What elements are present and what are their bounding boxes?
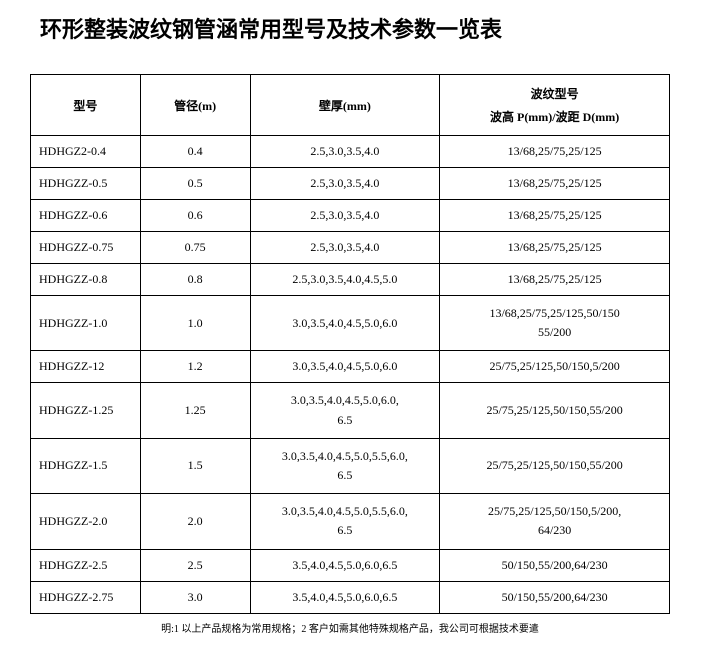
cell-thickness: 2.5,3.0,3.5,4.0 [250, 136, 440, 168]
cell-wave: 25/75,25/125,50/150,5/200,64/230 [440, 494, 670, 549]
footnote: 明:1 以上产品规格为常用规格；2 客户如需其他特殊规格产品，我公司可根据技术要… [30, 620, 670, 635]
cell-thickness: 3.0,3.5,4.0,4.5,5.0,6.0 [250, 351, 440, 383]
cell-diameter: 1.0 [140, 296, 250, 351]
cell-wave: 13/68,25/75,25/125 [440, 136, 670, 168]
cell-model: HDHGZZ-2.0 [31, 494, 141, 549]
spec-table: 型号 管径(m) 壁厚(mm) 波纹型号 波高 P(mm)/波距 D(mm) H… [30, 74, 670, 614]
cell-model: HDHGZZ-0.75 [31, 232, 141, 264]
wave-header-line1: 波纹型号 [444, 85, 665, 102]
cell-model: HDHGZZ-12 [31, 351, 141, 383]
cell-thickness: 3.5,4.0,4.5,5.0,6.0,6.5 [250, 549, 440, 581]
cell-model: HDHGZZ-0.5 [31, 168, 141, 200]
table-row: HDHGZZ-2.753.03.5,4.0,4.5,5.0,6.0,6.550/… [31, 581, 670, 613]
cell-wave: 13/68,25/75,25/125 [440, 232, 670, 264]
table-row: HDHGZZ-2.52.53.5,4.0,4.5,5.0,6.0,6.550/1… [31, 549, 670, 581]
table-row: HDHGZZ-1.51.53.0,3.5,4.0,4.5,5.0,5.5,6.0… [31, 438, 670, 493]
cell-model: HDHGZZ-1.5 [31, 438, 141, 493]
cell-diameter: 1.25 [140, 383, 250, 438]
cell-wave: 50/150,55/200,64/230 [440, 549, 670, 581]
cell-wave: 13/68,25/75,25/125,50/15055/200 [440, 296, 670, 351]
table-body: HDHGZ2-0.40.42.5,3.0,3.5,4.013/68,25/75,… [31, 136, 670, 614]
col-header-thickness: 壁厚(mm) [250, 75, 440, 136]
table-row: HDHGZZ-0.750.752.5,3.0,3.5,4.013/68,25/7… [31, 232, 670, 264]
table-row: HDHGZZ-0.80.82.5,3.0,3.5,4.0,4.5,5.013/6… [31, 264, 670, 296]
cell-diameter: 0.5 [140, 168, 250, 200]
cell-model: HDHGZZ-1.0 [31, 296, 141, 351]
cell-wave: 13/68,25/75,25/125 [440, 264, 670, 296]
cell-diameter: 0.6 [140, 200, 250, 232]
cell-model: HDHGZZ-2.75 [31, 581, 141, 613]
cell-model: HDHGZZ-0.8 [31, 264, 141, 296]
table-header-row: 型号 管径(m) 壁厚(mm) 波纹型号 波高 P(mm)/波距 D(mm) [31, 75, 670, 136]
table-row: HDHGZZ-1.251.253.0,3.5,4.0,4.5,5.0,6.0,6… [31, 383, 670, 438]
cell-diameter: 3.0 [140, 581, 250, 613]
table-row: HDHGZZ-121.23.0,3.5,4.0,4.5,5.0,6.025/75… [31, 351, 670, 383]
cell-wave: 13/68,25/75,25/125 [440, 168, 670, 200]
page-title: 环形整装波纹钢管涵常用型号及技术参数一览表 [40, 12, 683, 44]
cell-thickness: 3.0,3.5,4.0,4.5,5.0,5.5,6.0,6.5 [250, 438, 440, 493]
cell-thickness: 2.5,3.0,3.5,4.0 [250, 232, 440, 264]
table-row: HDHGZZ-0.60.62.5,3.0,3.5,4.013/68,25/75,… [31, 200, 670, 232]
cell-thickness: 2.5,3.0,3.5,4.0 [250, 168, 440, 200]
cell-model: HDHGZZ-1.25 [31, 383, 141, 438]
cell-thickness: 2.5,3.0,3.5,4.0,4.5,5.0 [250, 264, 440, 296]
col-header-wave: 波纹型号 波高 P(mm)/波距 D(mm) [440, 75, 670, 136]
cell-diameter: 0.4 [140, 136, 250, 168]
cell-diameter: 2.0 [140, 494, 250, 549]
cell-thickness: 3.0,3.5,4.0,4.5,5.0,6.0,6.5 [250, 383, 440, 438]
table-row: HDHGZZ-1.01.03.0,3.5,4.0,4.5,5.0,6.013/6… [31, 296, 670, 351]
cell-diameter: 2.5 [140, 549, 250, 581]
cell-wave: 50/150,55/200,64/230 [440, 581, 670, 613]
wave-header-line2: 波高 P(mm)/波距 D(mm) [444, 108, 665, 125]
cell-thickness: 2.5,3.0,3.5,4.0 [250, 200, 440, 232]
cell-wave: 13/68,25/75,25/125 [440, 200, 670, 232]
cell-wave: 25/75,25/125,50/150,55/200 [440, 383, 670, 438]
table-row: HDHGZZ-2.02.03.0,3.5,4.0,4.5,5.0,5.5,6.0… [31, 494, 670, 549]
col-header-diameter: 管径(m) [140, 75, 250, 136]
col-header-model: 型号 [31, 75, 141, 136]
table-row: HDHGZ2-0.40.42.5,3.0,3.5,4.013/68,25/75,… [31, 136, 670, 168]
cell-thickness: 3.0,3.5,4.0,4.5,5.0,6.0 [250, 296, 440, 351]
cell-wave: 25/75,25/125,50/150,55/200 [440, 438, 670, 493]
cell-diameter: 1.2 [140, 351, 250, 383]
cell-model: HDHGZZ-2.5 [31, 549, 141, 581]
cell-model: HDHGZZ-0.6 [31, 200, 141, 232]
cell-diameter: 0.75 [140, 232, 250, 264]
cell-diameter: 1.5 [140, 438, 250, 493]
cell-diameter: 0.8 [140, 264, 250, 296]
cell-wave: 25/75,25/125,50/150,5/200 [440, 351, 670, 383]
cell-model: HDHGZ2-0.4 [31, 136, 141, 168]
cell-thickness: 3.5,4.0,4.5,5.0,6.0,6.5 [250, 581, 440, 613]
cell-thickness: 3.0,3.5,4.0,4.5,5.0,5.5,6.0,6.5 [250, 494, 440, 549]
table-row: HDHGZZ-0.50.52.5,3.0,3.5,4.013/68,25/75,… [31, 168, 670, 200]
